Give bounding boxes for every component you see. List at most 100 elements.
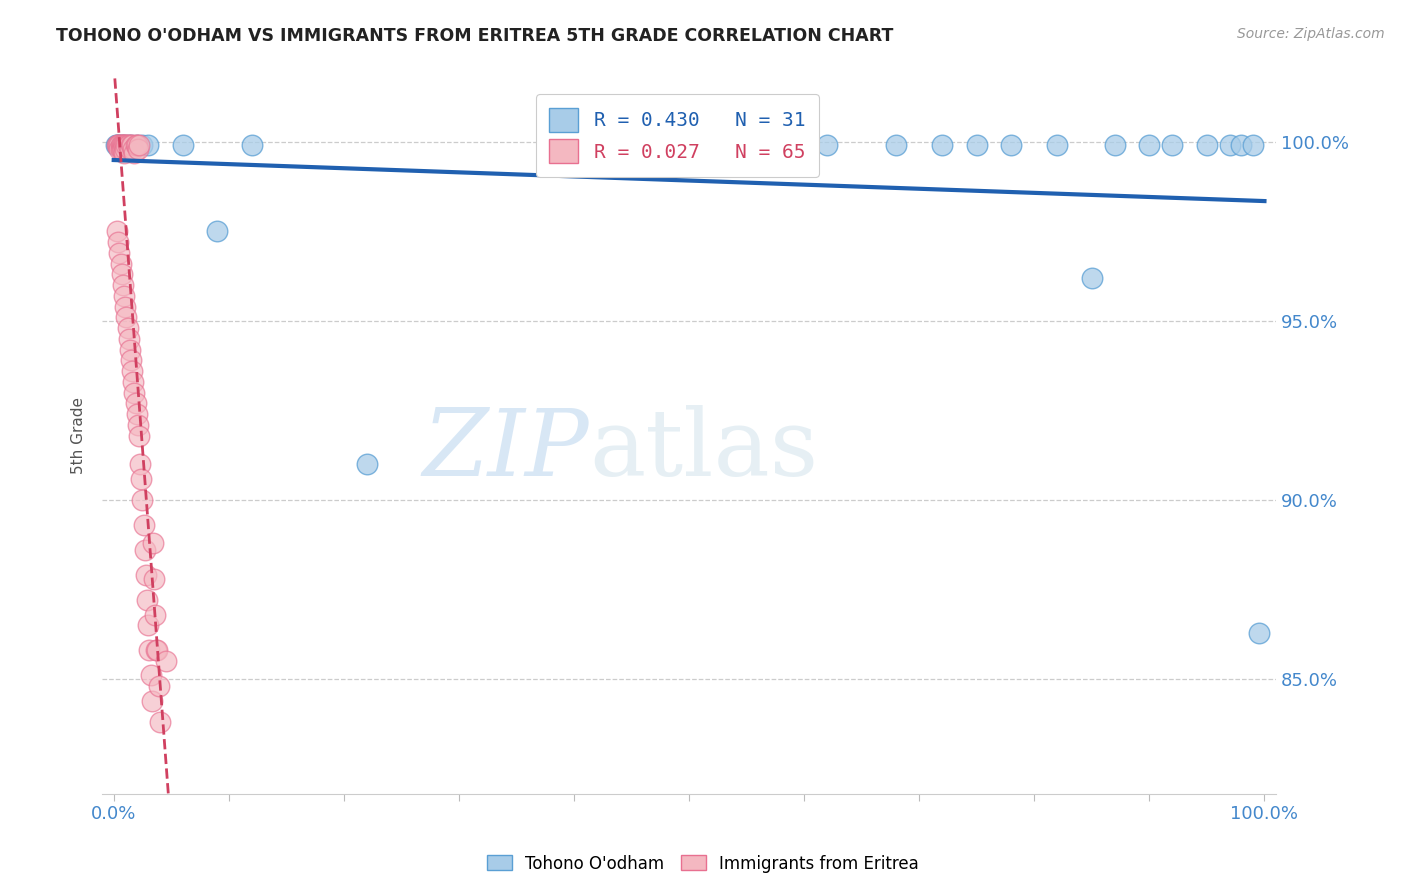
Point [124, 385, 146, 400]
Point [356, 457, 378, 471]
Point [125, 138, 148, 153]
Point [131, 138, 153, 153]
Point [1241, 138, 1264, 153]
Point [142, 536, 165, 550]
Point [112, 138, 135, 153]
Y-axis label: 5th Grade: 5th Grade [72, 397, 86, 474]
Point [111, 138, 134, 153]
Point [143, 607, 166, 622]
Point [155, 654, 177, 668]
Point [1195, 138, 1218, 153]
Point [1219, 138, 1241, 153]
Legend: R = 0.430   N = 31, R = 0.027   N = 65: R = 0.430 N = 31, R = 0.027 N = 65 [536, 95, 820, 177]
Point [111, 278, 134, 293]
Point [1137, 138, 1160, 153]
Point [124, 138, 146, 153]
Point [111, 142, 134, 156]
Point [143, 572, 166, 586]
Point [136, 593, 159, 607]
Point [129, 457, 152, 471]
Point [127, 142, 149, 156]
Point [118, 343, 141, 357]
Point [1230, 138, 1253, 153]
Text: TOHONO O'ODHAM VS IMMIGRANTS FROM ERITREA 5TH GRADE CORRELATION CHART: TOHONO O'ODHAM VS IMMIGRANTS FROM ERITRE… [56, 27, 894, 45]
Point [131, 493, 153, 508]
Point [114, 142, 136, 156]
Point [146, 643, 169, 657]
Point [110, 257, 132, 271]
Legend: Tohono O'odham, Immigrants from Eritrea: Tohono O'odham, Immigrants from Eritrea [481, 848, 925, 880]
Point [145, 643, 167, 657]
Point [884, 138, 907, 153]
Point [121, 138, 143, 153]
Text: ZIP: ZIP [423, 405, 589, 495]
Point [735, 138, 758, 153]
Point [118, 332, 141, 346]
Point [120, 138, 142, 153]
Point [117, 138, 139, 153]
Point [108, 138, 131, 153]
Point [111, 138, 134, 153]
Point [117, 321, 139, 335]
Point [105, 224, 128, 238]
Point [110, 138, 132, 153]
Point [136, 618, 159, 632]
Point [207, 224, 229, 238]
Point [1000, 138, 1022, 153]
Point [124, 396, 146, 410]
Point [240, 138, 263, 153]
Point [138, 643, 160, 657]
Point [125, 407, 148, 421]
Point [815, 138, 838, 153]
Point [121, 364, 143, 378]
Point [125, 138, 148, 153]
Point [107, 235, 129, 249]
Point [110, 142, 132, 156]
Point [117, 138, 139, 153]
Point [172, 138, 194, 153]
Point [107, 138, 129, 153]
Point [122, 375, 145, 389]
Point [1081, 271, 1104, 285]
Point [931, 138, 953, 153]
Point [111, 138, 134, 153]
Point [1161, 138, 1184, 153]
Point [108, 138, 131, 153]
Point [105, 138, 128, 153]
Point [114, 138, 136, 153]
Point [112, 138, 135, 153]
Point [105, 138, 128, 153]
Point [131, 471, 153, 485]
Point [118, 142, 141, 156]
Point [108, 142, 131, 156]
Point [128, 138, 150, 153]
Point [966, 138, 988, 153]
Point [1104, 138, 1126, 153]
Point [136, 138, 159, 153]
Point [135, 568, 157, 582]
Point [148, 679, 170, 693]
Point [105, 138, 128, 153]
Point [120, 138, 142, 153]
Point [114, 300, 136, 314]
Text: Source: ZipAtlas.com: Source: ZipAtlas.com [1237, 27, 1385, 41]
Point [124, 145, 146, 160]
Point [132, 518, 155, 533]
Point [112, 289, 135, 303]
Point [115, 310, 138, 325]
Point [149, 714, 172, 729]
Point [128, 428, 150, 442]
Text: atlas: atlas [589, 405, 818, 495]
Point [115, 138, 138, 153]
Point [112, 145, 135, 160]
Point [122, 142, 145, 156]
Point [107, 138, 129, 153]
Point [134, 543, 156, 558]
Point [1046, 138, 1069, 153]
Point [1247, 625, 1270, 640]
Point [120, 353, 142, 368]
Point [127, 417, 149, 432]
Point [111, 268, 134, 282]
Point [139, 668, 162, 682]
Point [141, 693, 163, 707]
